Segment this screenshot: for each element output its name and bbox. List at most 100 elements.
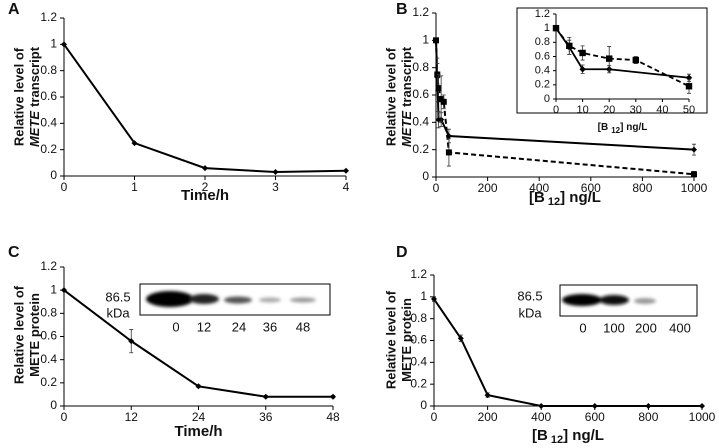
blot-lane-label: 200 [635,320,657,335]
y-tick-label: 0.6 [40,329,57,343]
y-tick-label: 0.8 [412,60,429,74]
series-line [63,43,347,174]
blot-lane-label: 36 [263,319,277,334]
y-axis-label: METE protein [27,293,42,377]
y-tick-label: 0 [50,168,57,182]
x-tick-label: 400 [529,181,549,195]
x-tick-label: 0 [431,410,438,424]
x-tick-label: 400 [531,410,551,424]
x-axis-label-part: 12 [548,196,560,208]
data-point [579,66,586,73]
data-point [685,83,693,90]
data-point [632,56,639,64]
x-axis-label-part: [B [532,427,548,444]
x-tick-label: 200 [478,181,498,195]
x-tick-label: 1 [131,180,138,194]
y-tick-label: 0 [50,398,57,412]
panel-label: D [396,244,408,261]
blot-lane-label: 0 [172,319,179,334]
y-tick-label: 0.6 [410,333,427,347]
x-tick-label: 2 [202,180,209,194]
x-axis-label-part: [B [529,189,545,206]
y-tick-label: 0.8 [410,311,427,325]
y-tick-label: 0.8 [40,306,57,320]
y-tick-label: 1 [544,22,550,34]
y-axis-label: Relative level of [383,290,398,389]
y-axis-label: Relative level of [11,285,26,384]
y-axis-label: METE transcript [27,46,42,147]
y-axis-label-part: transcript [399,46,414,107]
x-tick-label: 4 [343,180,350,194]
y-tick-label: 0.4 [410,355,427,369]
data-point [484,392,491,399]
y-axis-label: METE transcript [399,46,414,147]
data-point [691,146,697,153]
y-tick-label: 0.8 [40,63,57,77]
y-tick-label: 0.6 [412,87,429,101]
y-axis-label-part: METE [399,111,414,147]
data-point [330,393,336,400]
data-point [566,42,573,50]
data-point [202,165,208,172]
x-tick-label: 0 [61,410,68,424]
y-tick-label: 0.4 [535,65,550,77]
y-axis-label-part: transcript [27,46,42,107]
x-axis-label: [B 12] ng/L [532,427,604,446]
x-tick-label: 48 [326,410,340,424]
x-tick-label: 50 [683,104,695,116]
x-tick-label: 600 [581,181,601,195]
x-axis-label: [B 12] ng/L [529,189,601,208]
data-point [445,149,452,156]
y-tick-label: 1.2 [40,10,57,24]
x-axis-label-part: 12 [611,126,620,135]
data-point [538,403,545,409]
data-point [691,171,697,178]
y-tick-label: 1 [50,282,57,296]
x-axis-label-part: ] ng/L [563,427,604,444]
y-tick-label: 0 [544,93,550,105]
data-point [431,296,437,303]
panel-label: A [8,1,20,18]
x-axis-label-part: Time/h [174,423,222,440]
x-tick-label: 200 [478,410,498,424]
x-tick-label: 1000 [689,410,716,424]
y-axis-label: Relative level of [11,47,26,146]
data-point [195,383,202,390]
x-tick-label: 12 [125,410,139,424]
data-point [699,403,705,409]
y-tick-label: 0 [422,169,429,183]
blot-lane-label: 48 [296,319,310,334]
y-axis-label: Relative level of [383,47,398,146]
y-axis-label-part: METE protein [27,293,42,377]
y-tick-label: 0.2 [535,79,550,91]
blot-unit-label: kDa [106,305,130,320]
x-tick-label: 800 [632,181,652,195]
panel-label: B [396,1,408,18]
y-axis-label-part: METE [27,111,42,147]
x-axis-label-part: 12 [551,434,563,446]
blot-size-label: 86.5 [517,288,542,303]
data-point [128,338,135,345]
data-point [343,167,349,174]
x-tick-label: 30 [630,104,642,116]
data-point [552,24,560,32]
y-tick-label: 0 [420,398,427,412]
x-axis-label: Time/h [174,423,222,440]
x-tick-label: 800 [638,410,658,424]
x-axis-label-part: Time/h [181,187,229,204]
x-tick-label: 24 [192,410,206,424]
x-axis-label: Time/h [181,187,229,204]
panel-label: C [8,244,20,261]
data-point [61,287,67,294]
y-tick-label: 0.4 [40,116,57,130]
data-point [433,37,439,44]
y-tick-label: 1.2 [535,8,550,20]
x-tick-label: 10 [576,104,588,116]
x-tick-label: 40 [656,104,668,116]
y-tick-label: 1 [50,37,57,51]
y-tick-label: 0.4 [40,352,57,366]
y-tick-label: 1 [420,289,427,303]
y-tick-label: 1.2 [410,267,427,281]
x-tick-label: 36 [259,410,273,424]
x-tick-label: 0 [433,181,440,195]
